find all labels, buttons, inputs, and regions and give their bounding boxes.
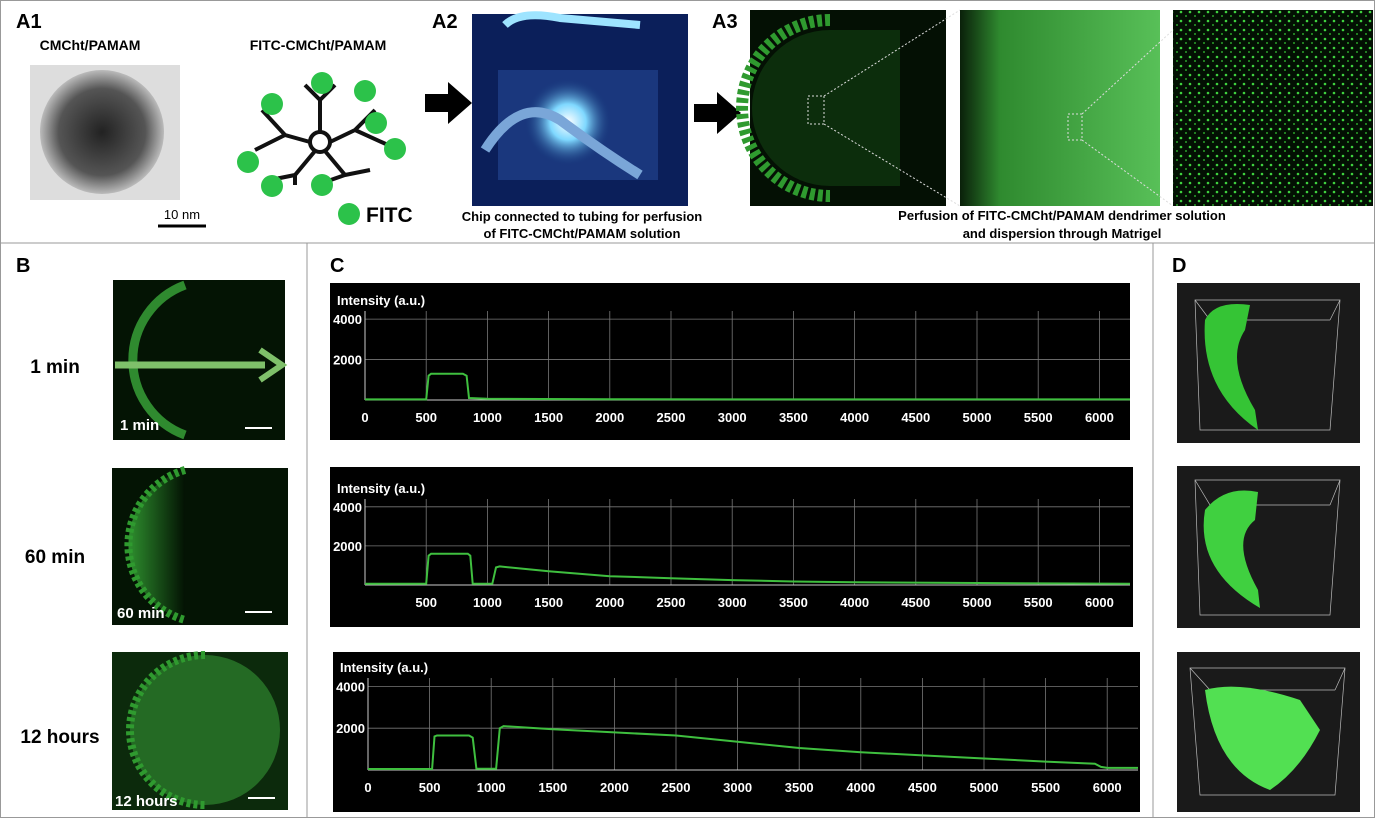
x-tick-label: 5000 xyxy=(970,780,999,795)
micrograph xyxy=(113,280,285,440)
caption: Chip connected to tubing for perfusion xyxy=(462,209,703,224)
x-tick-label: 1000 xyxy=(473,410,502,425)
panel-label: A2 xyxy=(432,11,458,33)
time-label: 60 min xyxy=(25,547,85,568)
x-tick-label: 3000 xyxy=(718,410,747,425)
x-tick-label: 6000 xyxy=(1085,410,1114,425)
x-tick-label: 3500 xyxy=(785,780,814,795)
x-tick-label: 2500 xyxy=(662,780,691,795)
x-tick-label: 5000 xyxy=(963,595,992,610)
caption: CMCht/PAMAM xyxy=(40,37,141,53)
y-axis-title: Intensity (a.u.) xyxy=(337,481,425,496)
image-label: 12 hours xyxy=(115,793,178,810)
x-tick-label: 2000 xyxy=(600,780,629,795)
arrow xyxy=(425,82,472,124)
legend-dot xyxy=(338,203,360,225)
surface-plots xyxy=(1177,283,1360,812)
x-tick-label: 500 xyxy=(419,780,441,795)
micrograph xyxy=(960,10,1160,206)
y-tick-label: 4000 xyxy=(336,679,365,694)
y-tick-label: 4000 xyxy=(333,500,362,515)
x-tick-label: 1500 xyxy=(538,780,567,795)
panel-label: A3 xyxy=(712,11,738,33)
x-tick-label: 0 xyxy=(364,780,371,795)
x-tick-label: 3000 xyxy=(718,595,747,610)
y-tick-label: 2000 xyxy=(336,721,365,736)
panel-label: A1 xyxy=(16,11,42,33)
caption: and dispersion through Matrigel xyxy=(963,226,1162,241)
x-tick-label: 2000 xyxy=(595,410,624,425)
x-tick-label: 2000 xyxy=(595,595,624,610)
caption: Perfusion of FITC-CMCht/PAMAM dendrimer … xyxy=(898,208,1226,223)
figure: A1 CMCht/PAMAM FITC-CMCht/PAMAM 10 nm FI… xyxy=(0,0,1375,818)
scale-label: 10 nm xyxy=(164,207,200,222)
y-axis-title: Intensity (a.u.) xyxy=(340,660,428,675)
fitc-dots xyxy=(237,72,406,197)
x-tick-label: 1500 xyxy=(534,410,563,425)
x-tick-label: 3000 xyxy=(723,780,752,795)
caption: FITC-CMCht/PAMAM xyxy=(250,37,387,53)
x-tick-label: 3500 xyxy=(779,595,808,610)
panel-label: B xyxy=(16,255,30,277)
micrograph xyxy=(1173,10,1373,206)
particle xyxy=(40,70,164,194)
image-label: 1 min xyxy=(120,417,159,434)
x-tick-label: 4000 xyxy=(840,595,869,610)
y-tick-label: 2000 xyxy=(333,353,362,368)
caption: of FITC-CMCht/PAMAM solution xyxy=(484,226,681,241)
charts: Intensity (a.u.) 2000 4000 0 500 1000 1500 2000… xyxy=(330,283,1140,812)
x-tick-label: 500 xyxy=(415,410,437,425)
x-tick-label: 1500 xyxy=(534,595,563,610)
y-axis-title: Intensity (a.u.) xyxy=(337,293,425,308)
x-tick-label: 3500 xyxy=(779,410,808,425)
x-tick-label: 5000 xyxy=(963,410,992,425)
image-label: 60 min xyxy=(117,605,165,622)
time-label: 1 min xyxy=(30,357,80,378)
x-tick-label: 1000 xyxy=(473,595,502,610)
x-tick-label: 2500 xyxy=(657,410,686,425)
legend-label: FITC xyxy=(366,204,413,227)
x-tick-label: 5500 xyxy=(1024,410,1053,425)
arrow xyxy=(694,92,741,134)
x-tick-label: 5500 xyxy=(1031,780,1060,795)
panel-label: C xyxy=(330,255,344,277)
x-tick-label: 5500 xyxy=(1024,595,1053,610)
x-tick-label: 4500 xyxy=(901,595,930,610)
x-tick-label: 6000 xyxy=(1093,780,1122,795)
y-tick-label: 4000 xyxy=(333,312,362,327)
x-tick-label: 500 xyxy=(415,595,437,610)
x-tick-label: 6000 xyxy=(1085,595,1114,610)
x-tick-label: 1000 xyxy=(477,780,506,795)
panel-label: D xyxy=(1172,255,1186,277)
y-tick-label: 2000 xyxy=(333,539,362,554)
x-tick-label: 4500 xyxy=(908,780,937,795)
x-tick-label: 2500 xyxy=(657,595,686,610)
time-label: 12 hours xyxy=(20,727,99,748)
x-tick-label: 4500 xyxy=(901,410,930,425)
x-tick-label: 0 xyxy=(361,410,368,425)
x-tick-label: 4000 xyxy=(846,780,875,795)
x-tick-label: 4000 xyxy=(840,410,869,425)
